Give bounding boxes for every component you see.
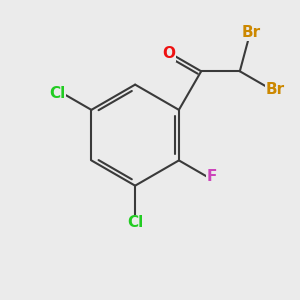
- Text: Br: Br: [266, 82, 285, 97]
- Text: O: O: [162, 46, 175, 61]
- Text: F: F: [206, 169, 217, 184]
- Text: Br: Br: [242, 25, 261, 40]
- Text: Cl: Cl: [127, 215, 143, 230]
- Text: Cl: Cl: [49, 86, 65, 101]
